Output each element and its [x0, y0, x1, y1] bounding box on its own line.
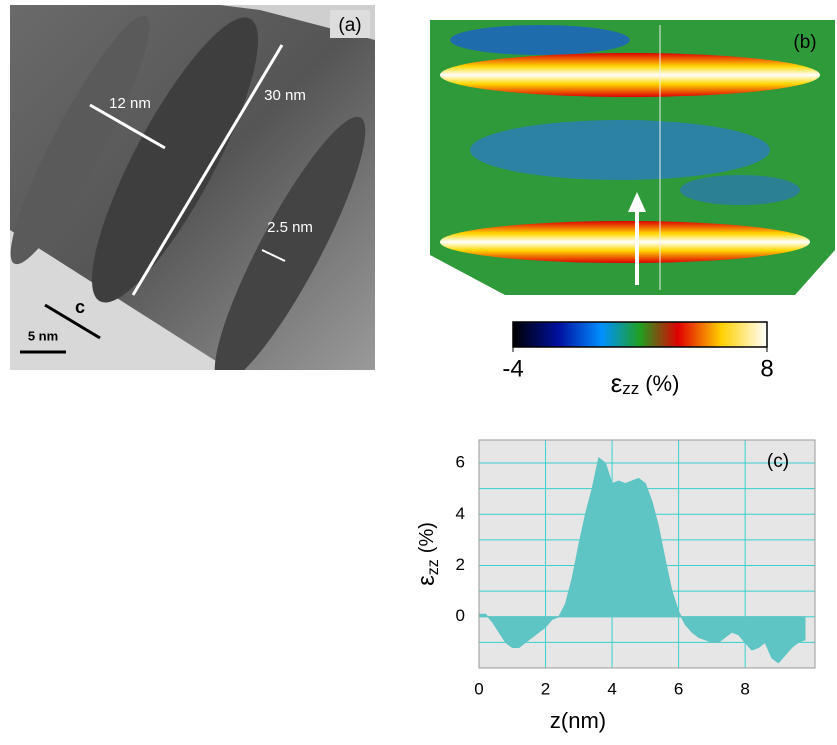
colorbar: [512, 321, 768, 348]
symbol: ε: [611, 368, 623, 398]
plot: [478, 440, 815, 668]
x-axis-label: z(nm): [550, 708, 606, 733]
annotation: 30 nm: [264, 87, 306, 104]
annotation: 2.5 nm: [267, 219, 313, 236]
x-tick-label: 8: [740, 679, 749, 698]
strain-map: [430, 20, 835, 295]
x-tick-label: 0: [474, 679, 483, 698]
x-tick-label: 6: [674, 679, 683, 698]
colorbar-label: εzz (%): [611, 368, 680, 399]
tem-image: [10, 5, 375, 370]
x-tick-label: 2: [541, 679, 550, 698]
annotation: 12 nm: [109, 95, 151, 112]
symbol: ε: [413, 575, 440, 586]
unit: (%): [645, 371, 679, 396]
area: [478, 457, 806, 664]
plot-frame: [478, 439, 816, 669]
y-axis-label: εzz (%): [413, 522, 442, 586]
panel-label: (a): [338, 15, 361, 36]
x-tick-label: 4: [607, 679, 616, 698]
colorbar-tick-label: -4: [502, 355, 523, 382]
subscript: zz: [622, 379, 639, 398]
scale-bar-label: 5 nm: [28, 328, 58, 343]
annotation: c: [75, 297, 85, 317]
y-tick-label: 4: [456, 504, 465, 523]
unit: (%): [416, 522, 438, 553]
colorbar-tick-label: 8: [760, 355, 773, 382]
y-tick-label: 2: [456, 555, 465, 574]
panel-label: (c): [767, 451, 789, 472]
y-tick-label: 6: [456, 453, 465, 472]
panel-label: (b): [793, 32, 816, 53]
subscript: zz: [425, 559, 442, 575]
y-tick-label: 0: [456, 606, 465, 625]
